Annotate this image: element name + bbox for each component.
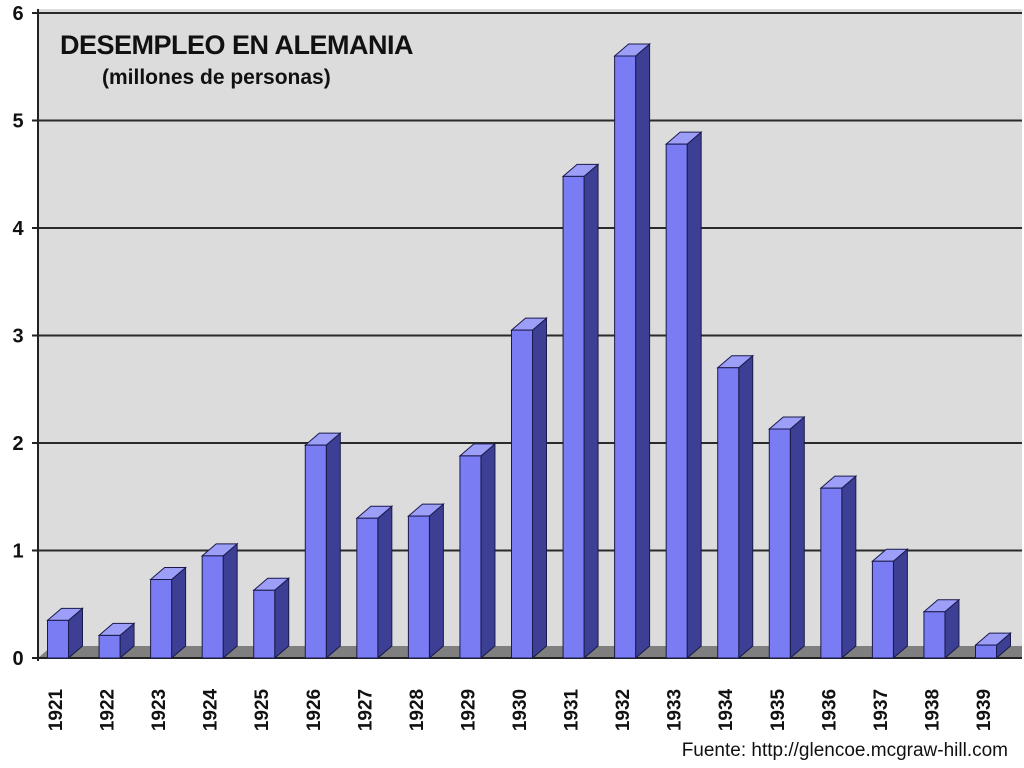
bar-side-1925: [274, 577, 290, 660]
bar-side-1930: [532, 317, 547, 660]
bar-side-1933: [686, 131, 702, 660]
bar-side-1932: [635, 42, 651, 660]
source-credit: Fuente: http://glencoe.mcgraw-hill.com: [681, 740, 1008, 761]
bar-front-1928: [407, 515, 430, 659]
y-tick-labels: 0 1 2 3 4 5 6: [12, 3, 24, 670]
bar-side-1924: [222, 542, 238, 660]
bar-side-1929: [480, 442, 496, 660]
y-tick-label: 3: [12, 326, 23, 348]
bar-1931: [561, 163, 600, 660]
bar-side-1935: [789, 415, 805, 660]
x-category-label-1932: 1932: [613, 689, 634, 731]
bar-front-1939: [975, 644, 997, 659]
bar-1929: [458, 442, 497, 660]
bar-side-1937: [892, 548, 908, 660]
bar-1930: [510, 317, 548, 660]
bar-front-1927: [356, 517, 379, 659]
x-category-label-1930: 1930: [510, 689, 531, 731]
chart-subtitle: (millones de personas): [102, 66, 331, 89]
x-category-label-1931: 1931: [562, 688, 583, 731]
bar-side-1926: [325, 432, 341, 660]
y-tick-label: 4: [12, 218, 24, 240]
bar-front-1930: [511, 329, 533, 659]
bar-front-1923: [150, 579, 173, 659]
bar-side-1936: [841, 475, 857, 660]
x-category-label-1927: 1927: [355, 689, 376, 731]
x-category-label-1938: 1938: [922, 689, 943, 731]
bar-front-1935: [768, 428, 791, 659]
x-category-label-1935: 1935: [768, 688, 789, 731]
x-category-label-1934: 1934: [716, 688, 737, 731]
y-tick-label: 6: [12, 3, 23, 25]
bar-1932: [613, 42, 651, 660]
bar-side-1928: [428, 503, 444, 660]
x-category-label-1923: 1923: [149, 689, 170, 731]
bar-1926: [303, 432, 342, 660]
y-tick-label: 0: [12, 648, 23, 670]
bar-front-1931: [562, 175, 585, 659]
bar-front-1932: [614, 55, 637, 659]
x-category-label-1937: 1937: [871, 689, 892, 731]
bar-1927: [355, 505, 394, 660]
bar-1923: [149, 566, 187, 660]
bar-1933: [664, 131, 703, 660]
x-category-label-1922: 1922: [98, 689, 119, 731]
x-category-label-1926: 1926: [304, 689, 325, 731]
bars: [46, 42, 1012, 660]
bar-1938: [922, 598, 961, 660]
bar-1925: [252, 577, 291, 660]
x-category-label-1925: 1925: [252, 688, 273, 731]
bar-1924: [200, 542, 239, 660]
bar-1939: [974, 632, 1012, 660]
bar-front-1937: [871, 560, 894, 659]
bar-front-1934: [717, 367, 740, 659]
bar-front-1922: [98, 634, 121, 659]
bar-1935: [767, 415, 806, 660]
bar-side-1927: [377, 505, 393, 660]
bar-1936: [819, 475, 858, 660]
y-tick-label: 5: [12, 111, 23, 133]
x-category-label-1921: 1921: [46, 688, 67, 731]
x-category-label-1924: 1924: [201, 688, 222, 731]
x-category-label-1929: 1929: [458, 689, 479, 731]
bar-side-1931: [583, 163, 599, 660]
x-category-label-1936: 1936: [819, 689, 840, 731]
bar-1921: [46, 607, 84, 660]
x-category-label-1928: 1928: [407, 689, 428, 731]
bar-1928: [407, 503, 445, 660]
bar-front-1924: [201, 555, 224, 659]
bar-front-1938: [923, 611, 946, 659]
x-category-label-1933: 1933: [665, 689, 686, 731]
bar-1937: [871, 548, 909, 660]
bar-front-1936: [820, 487, 843, 659]
bar-front-1921: [47, 619, 69, 659]
x-category-label-1939: 1939: [974, 689, 995, 731]
bar-1922: [97, 622, 136, 660]
bar-front-1926: [304, 444, 327, 659]
y-tick-label: 1: [12, 541, 23, 563]
chart-title: DESEMPLEO EN ALEMANIA: [60, 30, 414, 60]
bar-front-1933: [665, 143, 688, 659]
bar-side-1923: [171, 566, 187, 660]
y-tick-label: 2: [12, 433, 23, 455]
bar-1934: [716, 354, 755, 660]
bar-front-1925: [253, 589, 276, 659]
x-category-labels: 1921 1922 1923 1924 1925 1926 1927 1928 1929 1930…: [46, 688, 995, 731]
bar-front-1929: [459, 455, 482, 659]
bar-side-1934: [738, 354, 754, 660]
